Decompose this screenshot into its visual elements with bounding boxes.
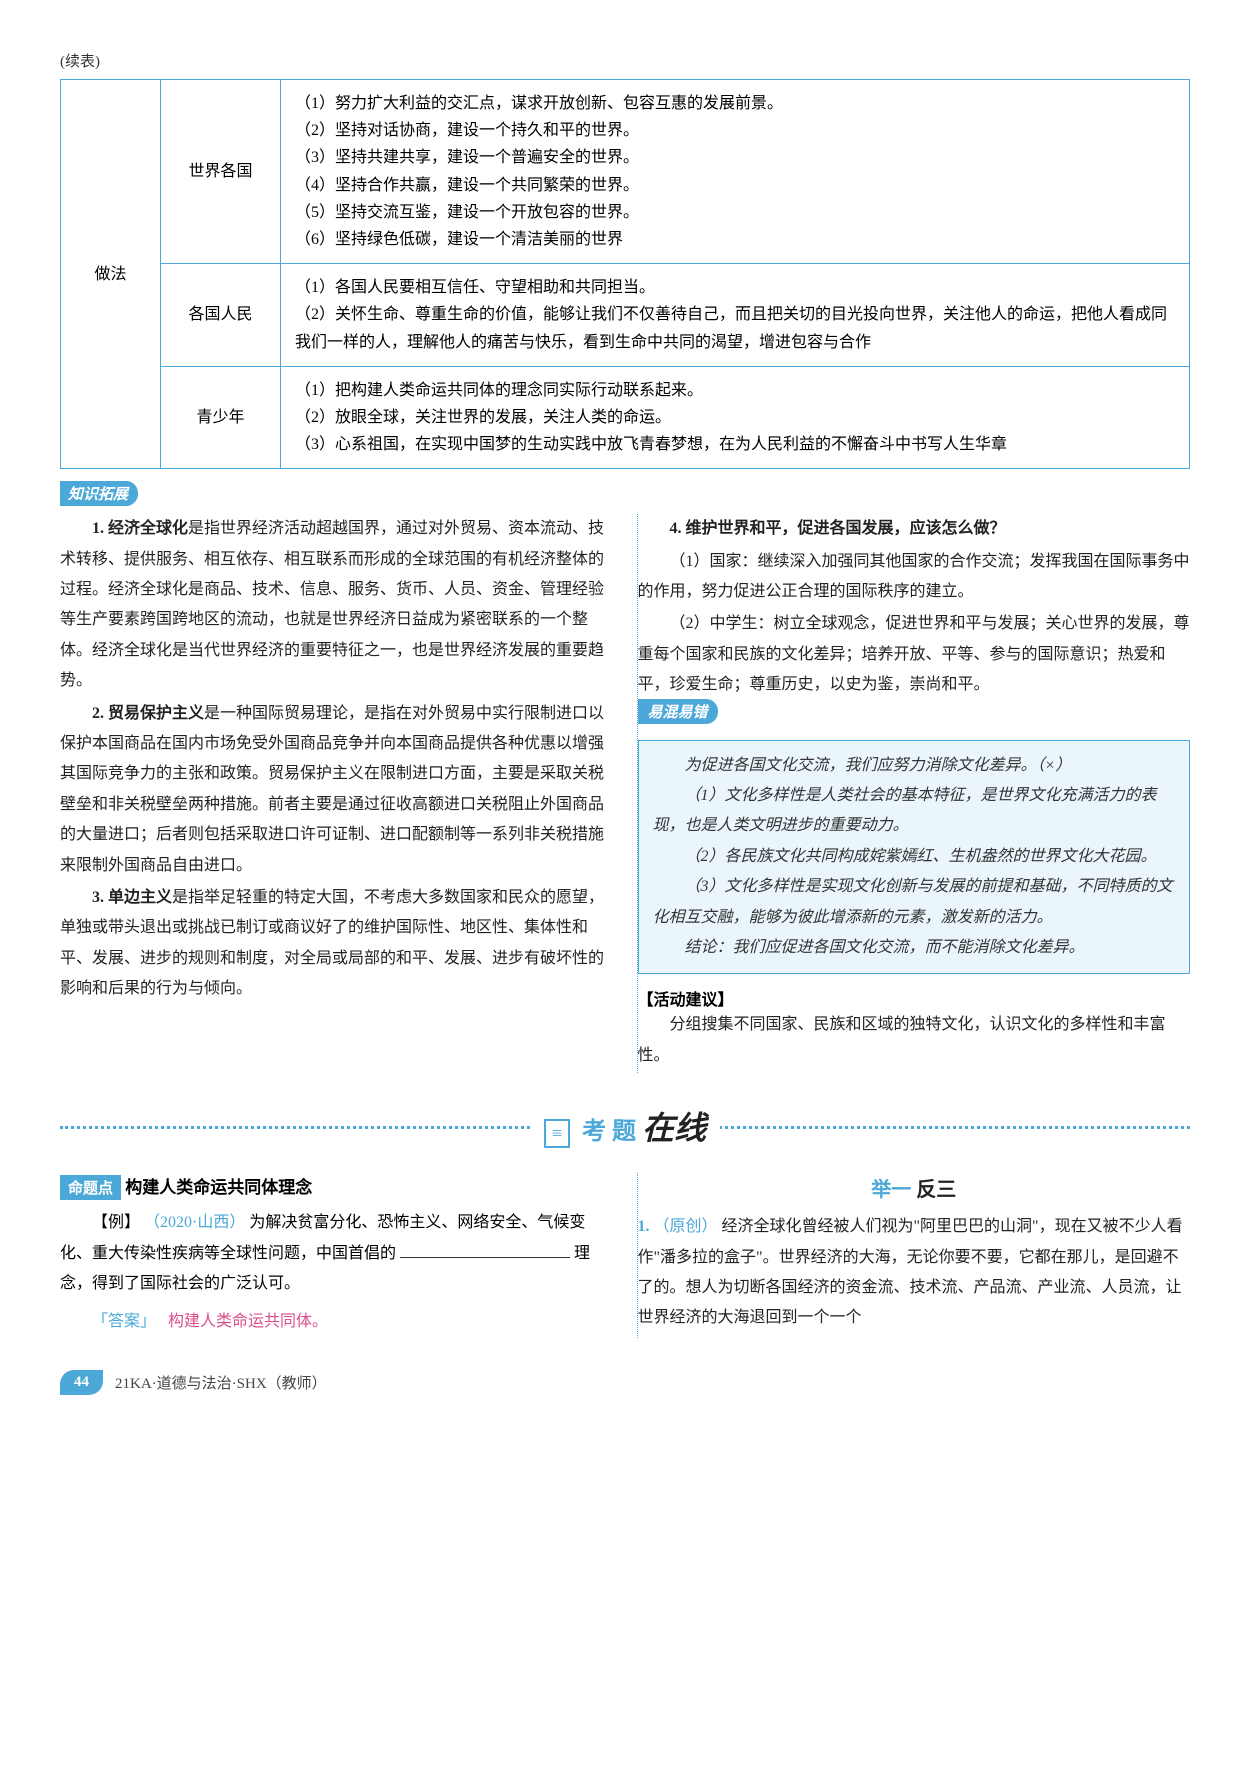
para-protectionism: 2. 贸易保护主义是一种国际贸易理论，是指在对外贸易中实行限制进口以保护本国商品… bbox=[60, 699, 613, 881]
topic-tag: 命题点 bbox=[60, 1175, 121, 1200]
para-globalization: 1. 经济全球化是指世界经济活动超越国界，通过对外贸易、资本流动、技术转移、提供… bbox=[60, 514, 613, 696]
juyifansan-header: 举一 反三 bbox=[638, 1173, 1191, 1202]
table-row: （2）坚持对话协商，建设一个持久和平的世界。 bbox=[295, 117, 1175, 144]
topic-title: 构建人类命运共同体理念 bbox=[125, 1178, 312, 1197]
right-column: 4. 维护世界和平，促进各国发展，应该怎么做？ （1）国家：继续深入加强同其他国… bbox=[637, 514, 1191, 1073]
q4-title: 4. 维护世界和平，促进各国发展，应该怎么做？ bbox=[638, 514, 1191, 544]
methods-table: 做法 世界各国 （1）努力扩大利益的交汇点，谋求开放创新、包容互惠的发展前景。 … bbox=[60, 79, 1190, 469]
answer-line: 「答案」 构建人类命运共同体。 bbox=[60, 1307, 613, 1337]
err-statement: 为促进各国文化交流，我们应努力消除文化差异。（×） bbox=[653, 751, 1176, 781]
page-footer: 44 21KA·道德与法治·SHX（教师） bbox=[60, 1370, 1190, 1395]
confusion-box: 为促进各国文化交流，我们应努力消除文化差异。（×） （1）文化多样性是人类社会的… bbox=[638, 740, 1191, 975]
table-row: （2）放眼全球，关注世界的发展，关注人类的命运。 bbox=[295, 404, 1175, 431]
table-content-youth: （1）把构建人类命运共同体的理念同实际行动联系起来。 （2）放眼全球，关注世界的… bbox=[281, 366, 1190, 469]
q4-answer-1: （1）国家：继续深入加强同其他国家的合作交流；发挥我国在国际事务中的作用，努力促… bbox=[638, 547, 1191, 608]
kaoti-label: 考 题 bbox=[582, 1119, 636, 1145]
knowledge-header: 知识拓展 bbox=[60, 481, 138, 506]
err-point-1: （1）文化多样性是人类社会的基本特征，是世界文化充满活力的表现，也是人类文明进步… bbox=[653, 781, 1176, 842]
fill-blank[interactable] bbox=[400, 1257, 570, 1258]
table-row: （1）各国人民要相互信任、守望相助和共同担当。 bbox=[295, 274, 1175, 301]
left-column: 1. 经济全球化是指世界经济活动超越国界，通过对外贸易、资本流动、技术转移、提供… bbox=[60, 514, 613, 1073]
zaixian-label: 在线 bbox=[642, 1110, 706, 1146]
example-question: 【例】 （2020·山西） 为解决贫富分化、恐怖主义、网络安全、气候变化、重大传… bbox=[60, 1208, 613, 1299]
table-row: （6）坚持绿色低碳，建设一个清洁美丽的世界 bbox=[295, 226, 1175, 253]
exam-right: 举一 反三 1. （原创） 经济全球化曾经被人们视为"阿里巴巴的山洞"，现在又被… bbox=[637, 1173, 1191, 1338]
table-row: （1）把构建人类命运共同体的理念同实际行动联系起来。 bbox=[295, 377, 1175, 404]
exam-left: 命题点 构建人类命运共同体理念 【例】 （2020·山西） 为解决贫富分化、恐怖… bbox=[60, 1173, 613, 1338]
table-sub-youth: 青少年 bbox=[161, 366, 281, 469]
table-row: （1）努力扩大利益的交汇点，谋求开放创新、包容互惠的发展前景。 bbox=[295, 90, 1175, 117]
continue-label: (续表) bbox=[60, 50, 1190, 71]
activity-header: 【活动建议】 bbox=[638, 986, 1191, 1010]
err-point-3: （3）文化多样性是实现文化创新与发展的前提和基础，不同特质的文化相互交融，能够为… bbox=[653, 872, 1176, 933]
para-unilateralism: 3. 单边主义是指举足轻重的特定大国，不考虑大多数国家和民众的愿望，单独或带头退… bbox=[60, 883, 613, 1005]
table-sub-people: 各国人民 bbox=[161, 264, 281, 367]
err-conclusion: 结论：我们应促进各国文化交流，而不能消除文化差异。 bbox=[653, 933, 1176, 963]
table-row: （2）关怀生命、尊重生命的价值，能够让我们不仅善待自己，而且把关切的目光投向世界… bbox=[295, 301, 1175, 355]
page-number-badge: 44 bbox=[60, 1370, 103, 1395]
table-category: 做法 bbox=[61, 80, 161, 469]
confusion-header: 易混易错 bbox=[638, 699, 718, 724]
table-row: （5）坚持交流互鉴，建设一个开放包容的世界。 bbox=[295, 199, 1175, 226]
footer-text: 21KA·道德与法治·SHX（教师） bbox=[115, 1372, 327, 1393]
answer-text: 构建人类命运共同体。 bbox=[168, 1313, 328, 1330]
table-row: （4）坚持合作共赢，建设一个共同繁荣的世界。 bbox=[295, 172, 1175, 199]
q4-answer-2: （2）中学生：树立全球观念，促进世界和平与发展；关心世界的发展，尊重每个国家和民… bbox=[638, 609, 1191, 700]
table-content-people: （1）各国人民要相互信任、守望相助和共同担当。 （2）关怀生命、尊重生命的价值，… bbox=[281, 264, 1190, 367]
table-sub-world: 世界各国 bbox=[161, 80, 281, 264]
activity-text: 分组搜集不同国家、民族和区域的独特文化，认识文化的多样性和丰富性。 bbox=[638, 1010, 1191, 1071]
question-1: 1. （原创） 经济全球化曾经被人们视为"阿里巴巴的山洞"，现在又被不少人看作"… bbox=[638, 1212, 1191, 1334]
exam-divider: ≡ 考 题 在线 bbox=[60, 1103, 1190, 1149]
err-point-2: （2）各民族文化共同构成姹紫嫣红、生机盎然的世界文化大花园。 bbox=[653, 842, 1176, 872]
table-row: （3）坚持共建共享，建设一个普遍安全的世界。 bbox=[295, 144, 1175, 171]
topic-line: 命题点 构建人类命运共同体理念 bbox=[60, 1173, 613, 1200]
table-row: （3）心系祖国，在实现中国梦的生动实践中放飞青春梦想，在为人民利益的不懈奋斗中书… bbox=[295, 431, 1175, 458]
table-content-world: （1）努力扩大利益的交汇点，谋求开放创新、包容互惠的发展前景。 （2）坚持对话协… bbox=[281, 80, 1190, 264]
list-icon: ≡ bbox=[544, 1119, 570, 1148]
